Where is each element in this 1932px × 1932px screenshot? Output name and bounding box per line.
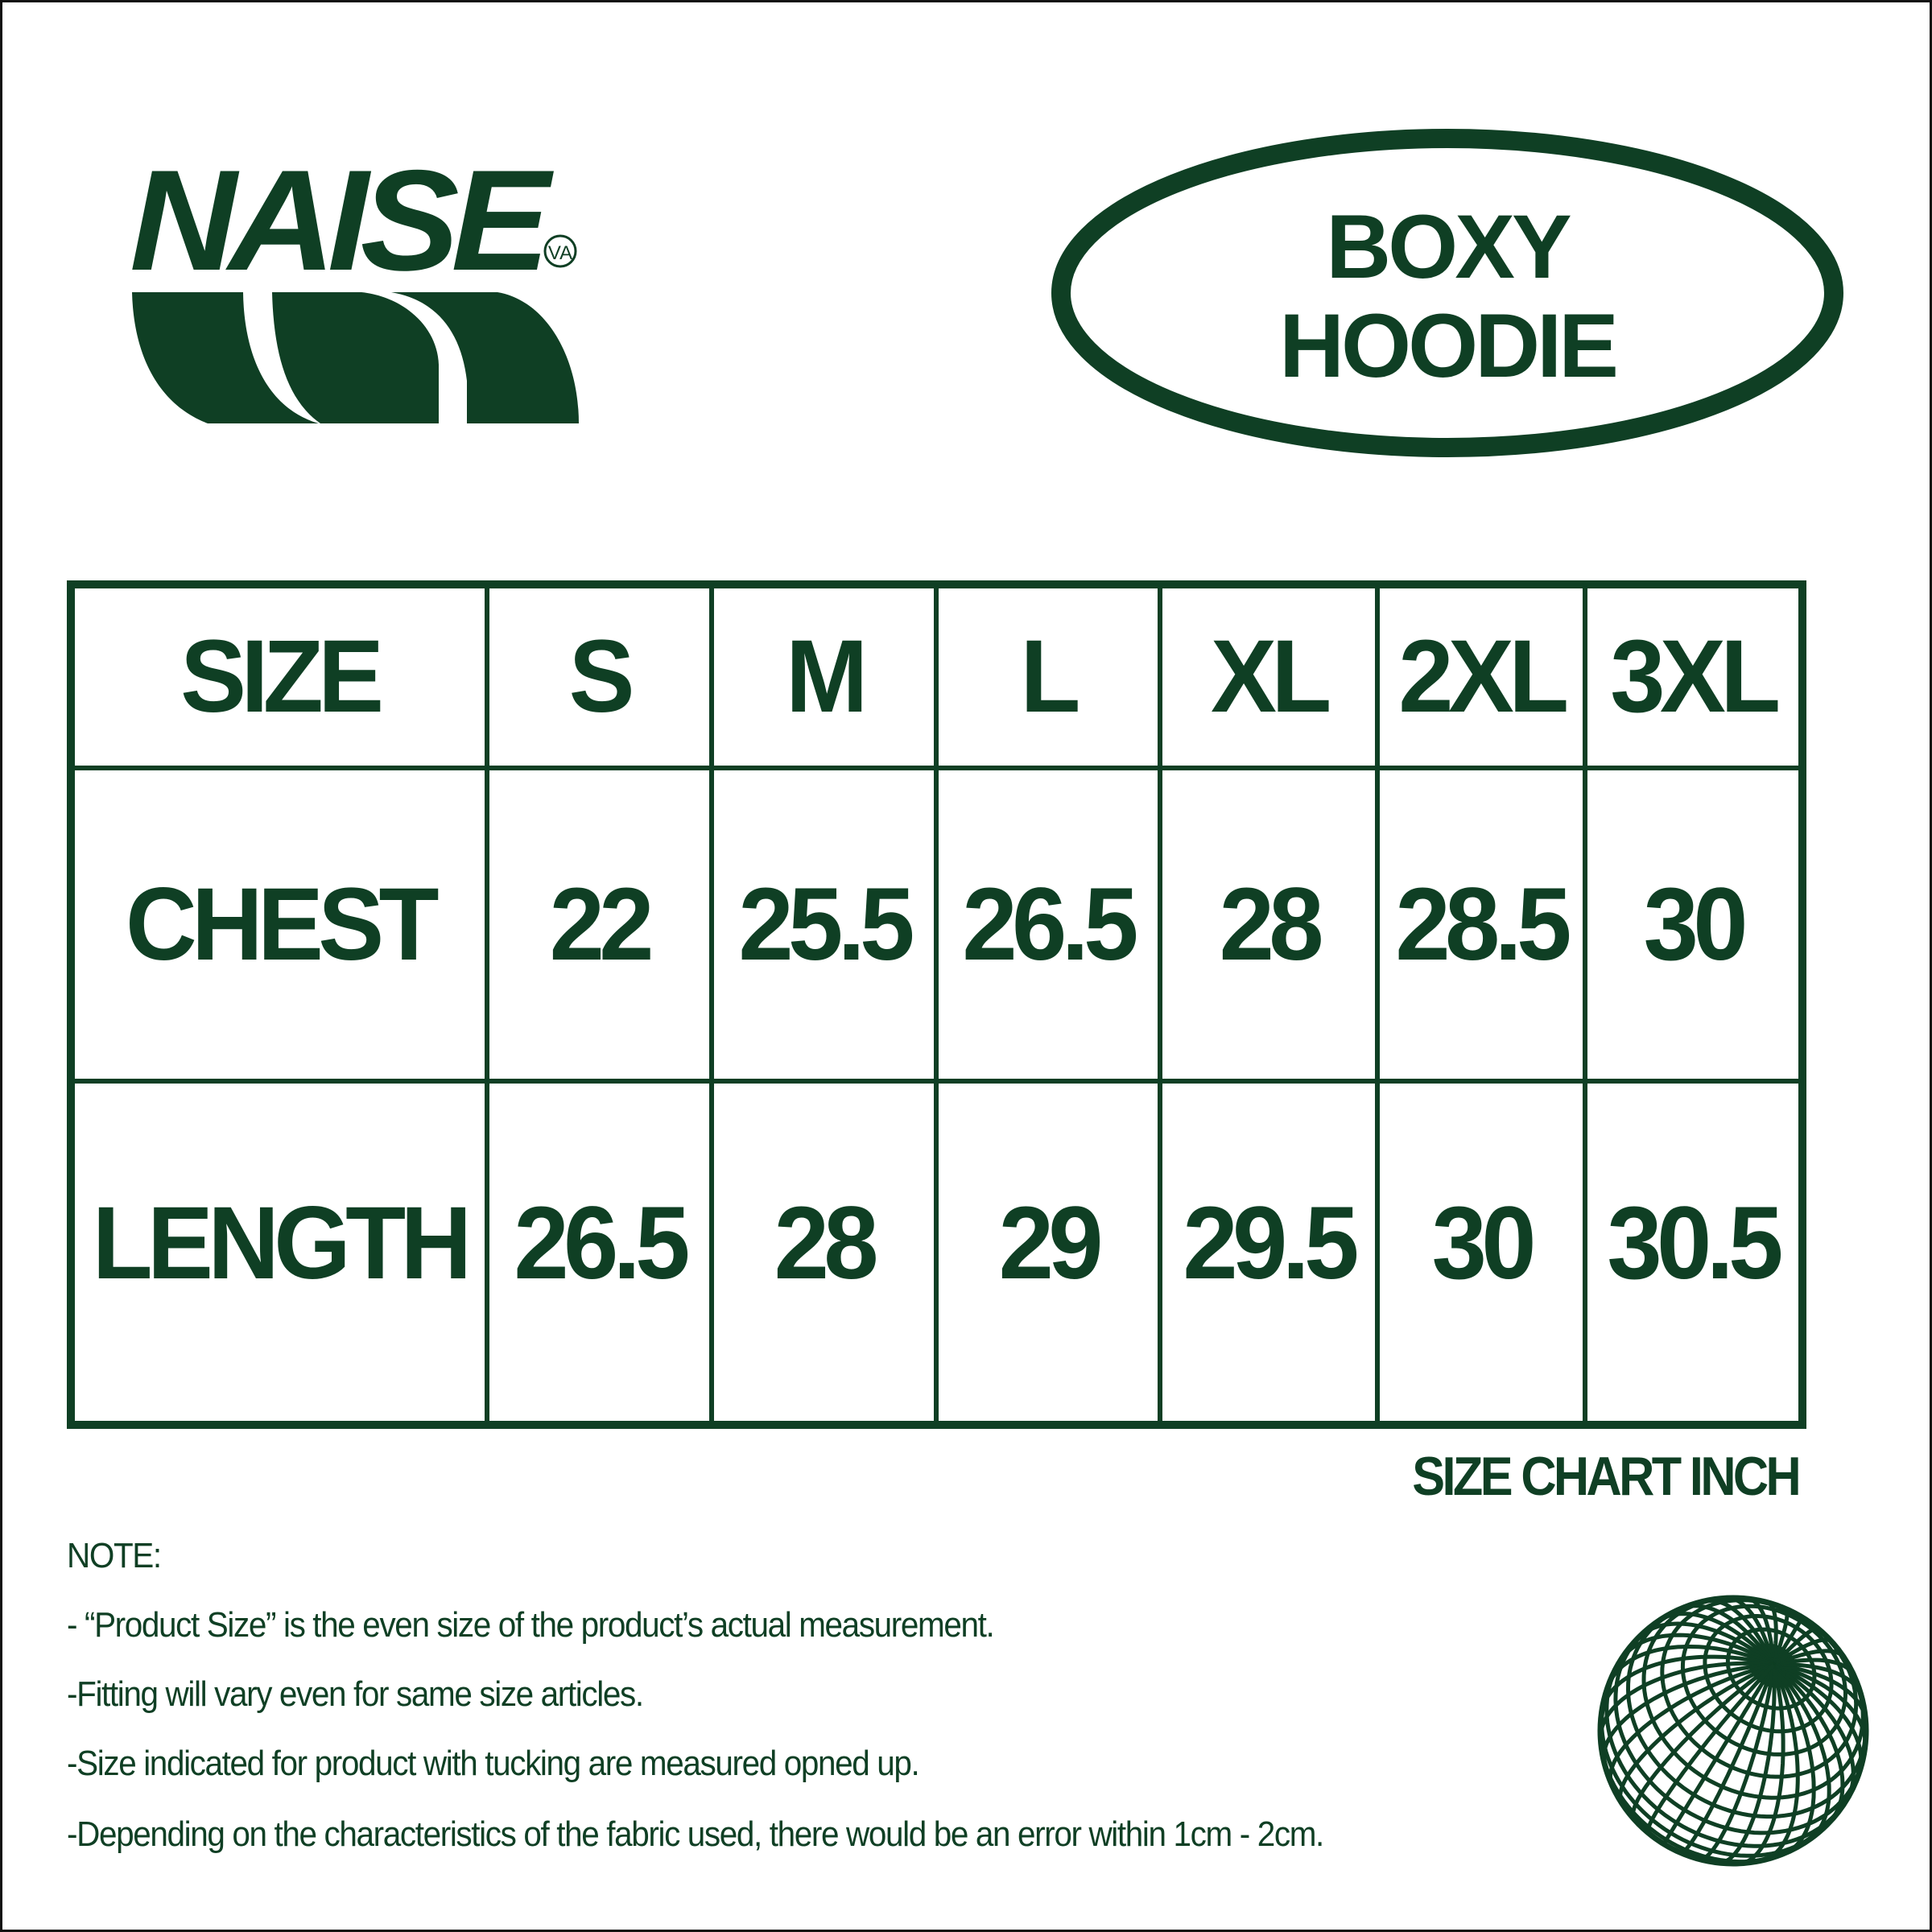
globe-meridian: [1719, 1665, 1777, 1865]
globe-meridian: [1772, 1626, 1819, 1666]
header-cell: L: [936, 586, 1160, 768]
value-cell: 29.5: [1160, 1081, 1377, 1423]
globe-meridian: [1657, 1612, 1776, 1666]
value-cell: 30: [1585, 768, 1801, 1081]
value-cell: 28: [1160, 768, 1377, 1081]
globe-meridian: [1630, 1663, 1775, 1820]
globe-meridian: [1680, 1604, 1776, 1666]
globe-meridian: [1773, 1662, 1868, 1722]
globe-meridian: [1773, 1662, 1868, 1748]
logo-shape-1: [132, 292, 319, 423]
header-cell: S: [487, 586, 712, 768]
globe-meridian: [1608, 1662, 1774, 1785]
globe-meridian: [1699, 1664, 1776, 1862]
value-cell: 30.5: [1585, 1081, 1801, 1423]
value-cell: 26.5: [487, 1081, 712, 1423]
value-cell: 28: [712, 1081, 936, 1423]
value-cell: 22: [487, 768, 712, 1081]
size-table: SIZE S M L XL 2XL 3XL CHEST 22 25.5 26.5…: [67, 580, 1806, 1429]
header-cell: M: [712, 586, 936, 768]
value-cell: 28.5: [1377, 768, 1585, 1081]
globe-parallel: [1604, 1665, 1848, 1848]
globe-meridian: [1772, 1663, 1831, 1841]
value-cell: 25.5: [712, 768, 936, 1081]
globe-meridian: [1773, 1662, 1864, 1774]
globe-meridian: [1601, 1662, 1774, 1764]
globe-meridian: [1606, 1645, 1775, 1686]
logo-wordmark: NAISE: [130, 155, 555, 300]
globe-meridian: [1740, 1664, 1785, 1866]
product-title-line1: BOXY: [1326, 196, 1571, 297]
globe-meridian: [1645, 1663, 1775, 1834]
globe-meridian: [1598, 1661, 1774, 1738]
globe-meridian: [1766, 1600, 1778, 1666]
row-label-cell: CHEST: [72, 768, 487, 1081]
naise-logo: NAISE VA: [130, 155, 579, 423]
globe-meridian: [1772, 1663, 1845, 1823]
note-item: -Fitting will vary even for same size ar…: [67, 1674, 644, 1714]
globe-meridian: [1772, 1616, 1805, 1666]
note-item: -Depending on the characteristics of the…: [67, 1814, 1324, 1854]
product-title-line2: HOODIE: [1279, 295, 1619, 396]
globe-meridian: [1772, 1637, 1834, 1667]
globe-meridian: [1772, 1663, 1816, 1854]
notes-heading: NOTE:: [67, 1536, 162, 1575]
header-cell: XL: [1160, 586, 1377, 768]
value-cell: 29: [936, 1081, 1160, 1423]
globe-meridian: [1773, 1662, 1864, 1698]
svg-text:VA: VA: [548, 242, 572, 264]
value-cell: 30: [1377, 1081, 1585, 1423]
logo-shape-3: [391, 292, 579, 423]
globe-meridian: [1600, 1654, 1774, 1712]
note-item: - “Product Size” is the even size of the…: [67, 1605, 995, 1645]
product-title-oval: [1051, 129, 1843, 457]
globe-meridian: [1637, 1621, 1775, 1667]
wireframe-globe-icon: [1597, 1595, 1869, 1867]
globe-meridian: [1762, 1664, 1800, 1863]
globe-meridian: [1680, 1664, 1776, 1856]
globe-meridian: [1772, 1663, 1856, 1802]
logo-shape-2: [272, 292, 439, 423]
globe-meridian: [1773, 1649, 1846, 1667]
globe-meridian: [1771, 1607, 1790, 1666]
value-cell: 26.5: [936, 768, 1160, 1081]
globe-meridian: [1705, 1598, 1776, 1666]
header-cell: SIZE: [72, 586, 487, 768]
header-cell: 2XL: [1377, 586, 1585, 768]
globe-meridian: [1728, 1596, 1776, 1666]
globe-meridian: [1620, 1633, 1775, 1667]
globe-meridian: [1618, 1662, 1775, 1804]
globe-meridian: [1662, 1663, 1776, 1845]
header-cell: 3XL: [1585, 586, 1801, 768]
note-item: -Size indicated for product with tucking…: [67, 1744, 920, 1783]
globe-meridian: [1773, 1657, 1856, 1677]
unit-label: SIZE CHART INCH: [1412, 1446, 1801, 1507]
row-label-cell: LENGTH: [72, 1081, 487, 1423]
logo-badge-icon: VA: [543, 234, 577, 268]
globe-meridian: [1748, 1596, 1776, 1666]
